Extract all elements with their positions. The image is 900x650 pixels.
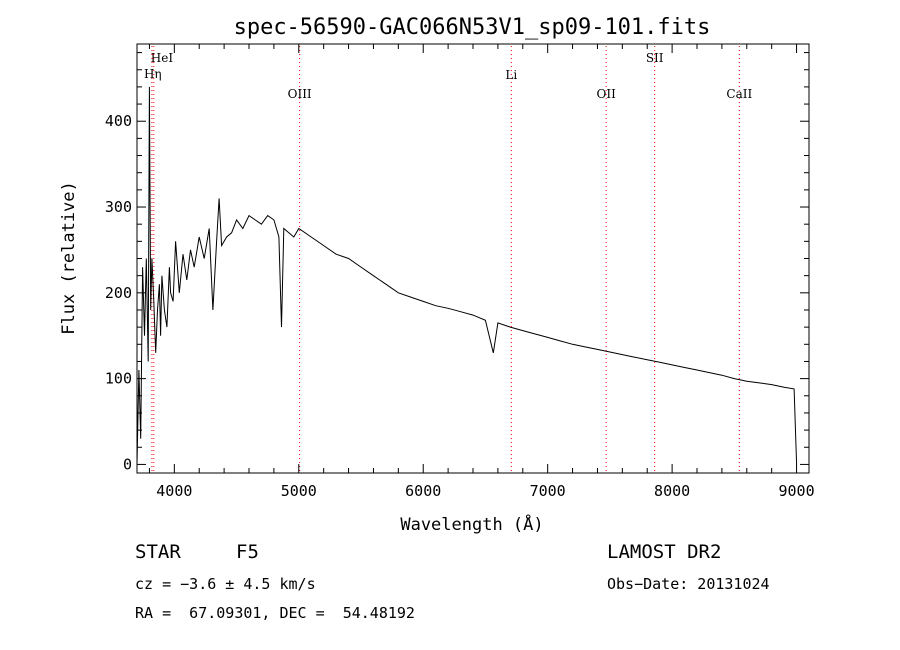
x-tick-label: 9000 [778,482,814,500]
chart-title: spec-56590-GAC066N53V1_sp09-101.fits [234,15,711,40]
coordinates-text: RA = 67.09301, DEC = 54.48192 [135,604,415,622]
y-tick-label: 300 [105,198,132,216]
obs-date-text: Obs−Date: 20131024 [607,575,770,593]
x-tick-label: 7000 [530,482,566,500]
object-subclass: F5 [236,541,259,563]
x-tick-label: 6000 [405,482,441,500]
survey-name: LAMOST DR2 [607,541,722,563]
line-marker-label: OIII [288,87,312,101]
line-marker-label: SII [646,51,664,65]
x-tick-label: 8000 [654,482,690,500]
y-axis: 0 100 200 300 400 [105,52,809,473]
plot-frame [136,43,810,474]
line-marker-label: HeI [151,51,174,65]
object-class: STAR [135,541,181,563]
line-marker-label: Hη [144,67,162,81]
x-tick-label: 4000 [156,482,192,500]
y-tick-label: 200 [105,284,132,302]
x-tick-label: 5000 [281,482,317,500]
y-tick-label: 100 [105,370,132,388]
y-tick-label: 0 [123,455,132,473]
x-axis: 4000 5000 6000 7000 8000 9000 [148,44,815,500]
y-tick-label: 400 [105,112,132,130]
y-axis-label: Flux (relative) [59,181,79,335]
line-marker-label: Li [505,68,517,82]
line-marker-label: OII [596,87,616,101]
redshift-text: cz = −3.6 ± 4.5 km/s [135,575,316,593]
x-axis-label: Wavelength (Å) [400,513,543,535]
line-markers: HeI Hη OIII Li OII SII CaII [144,46,752,473]
line-marker-label: CaII [726,87,752,101]
spectrum-line [136,86,798,465]
